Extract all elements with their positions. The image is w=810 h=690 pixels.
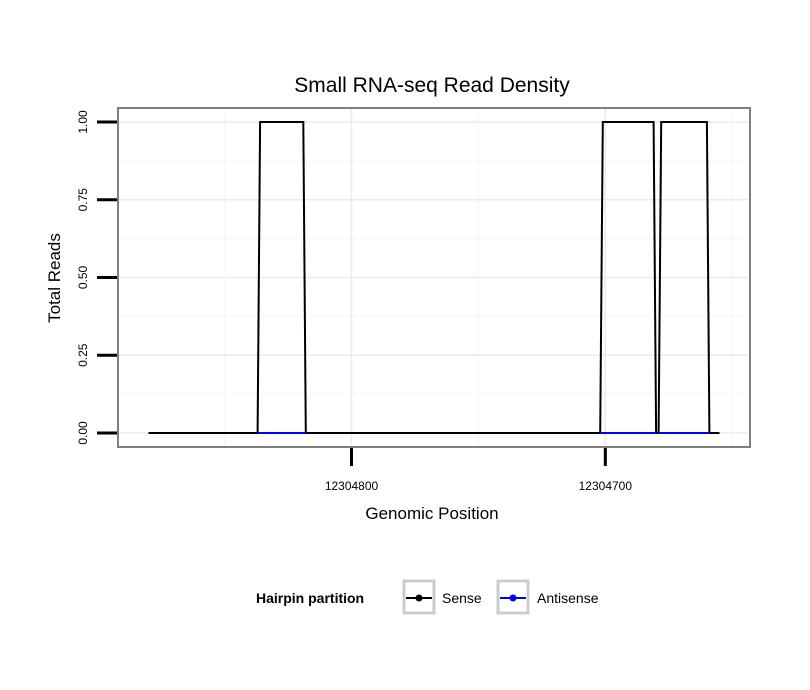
series-line-sense — [148, 121, 720, 434]
y-tick-label: 0.00 — [76, 421, 90, 445]
y-tick-label: 0.25 — [76, 343, 90, 367]
x-tick-label: 12304700 — [579, 479, 633, 493]
legend-label-sense: Sense — [442, 590, 482, 606]
legend-label-antisense: Antisense — [537, 590, 599, 606]
legend-point-antisense — [509, 594, 517, 602]
legend: Hairpin partition Sense Antisense — [256, 579, 599, 615]
y-tick-label: 1.00 — [76, 110, 90, 134]
panel-border — [117, 107, 751, 448]
series-layer — [148, 121, 720, 434]
y-axis: 0.00 0.25 0.50 0.75 1.00 — [76, 110, 117, 445]
y-axis-title: Total Reads — [45, 233, 64, 323]
x-axis-title: Genomic Position — [365, 504, 498, 523]
legend-title: Hairpin partition — [256, 590, 364, 606]
legend-item-antisense: Antisense — [496, 579, 599, 615]
legend-item-sense: Sense — [402, 579, 482, 615]
series-sense — [148, 121, 720, 434]
x-axis: 12304800 12304700 — [325, 448, 633, 493]
y-tick-label: 0.75 — [76, 188, 90, 212]
y-tick-label: 0.50 — [76, 265, 90, 289]
grid — [118, 108, 750, 447]
x-tick-label: 12304800 — [325, 479, 379, 493]
legend-point-sense — [415, 594, 423, 602]
chart-title: Small RNA-seq Read Density — [294, 74, 570, 97]
